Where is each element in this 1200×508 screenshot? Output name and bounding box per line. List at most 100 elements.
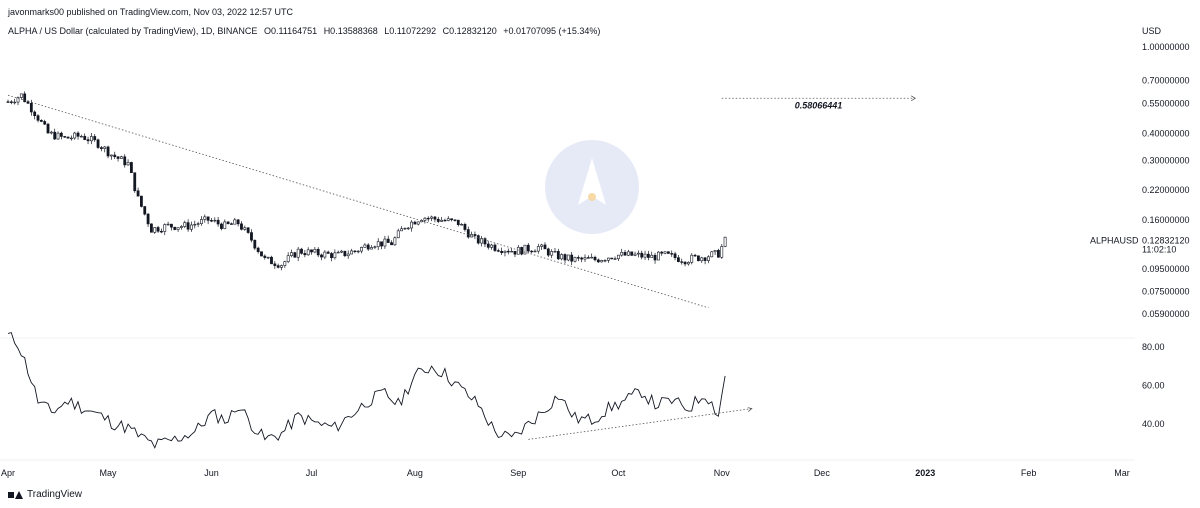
price-candle <box>183 220 187 229</box>
price-candle <box>456 219 460 227</box>
trend-arrow-icon <box>747 407 753 412</box>
time-tick-label: Mar <box>1114 468 1130 478</box>
price-candle <box>306 247 310 256</box>
price-candle <box>410 220 413 232</box>
price-candle <box>653 252 657 264</box>
price-candle <box>253 239 257 250</box>
price-candle <box>440 217 443 222</box>
price-candle <box>383 235 387 249</box>
price-candle <box>630 251 634 256</box>
price-candle <box>180 225 183 230</box>
price-candle <box>320 253 323 261</box>
price-candle <box>416 221 420 226</box>
price-candle <box>86 136 90 145</box>
price-candle <box>160 228 163 234</box>
price-candle <box>530 250 534 254</box>
price-candle <box>593 255 597 262</box>
time-tick-label: May <box>100 468 118 478</box>
price-candle <box>486 241 490 250</box>
price-candle <box>310 249 313 255</box>
price-candle <box>223 219 227 230</box>
time-tick-label: Feb <box>1021 468 1037 478</box>
price-candle <box>583 254 587 262</box>
price-candle <box>133 172 137 193</box>
price-candle <box>633 251 637 257</box>
price-candle <box>230 222 233 225</box>
price-candle <box>516 244 520 255</box>
time-tick-label: Jul <box>306 468 318 478</box>
price-candle <box>466 226 470 239</box>
price-tick-label: 0.30000000 <box>1142 156 1190 166</box>
price-candle <box>717 248 720 258</box>
price-candle <box>683 261 687 267</box>
price-candle <box>220 222 223 231</box>
price-candle <box>556 248 560 261</box>
price-candle <box>626 249 630 257</box>
price-candle <box>350 248 353 255</box>
tradingview-footer: TradingView <box>8 489 82 500</box>
price-candle <box>573 256 577 263</box>
price-candle <box>126 159 130 166</box>
price-candle <box>89 133 93 145</box>
price-candle <box>423 217 427 224</box>
price-candle <box>636 250 640 258</box>
price-candle <box>643 250 647 260</box>
price-candle <box>443 218 447 222</box>
price-candle <box>523 244 527 255</box>
price-axis[interactable]: 1.00000000 0.70000000 0.55000000 0.40000000… <box>1142 42 1190 319</box>
price-candle <box>596 258 600 263</box>
time-tick-label: Apr <box>1 468 15 478</box>
price-candle <box>380 241 383 250</box>
price-candle <box>33 110 37 120</box>
price-candle <box>513 250 517 258</box>
price-candle <box>213 217 217 223</box>
price-candle <box>373 245 377 250</box>
publisher-line: javonmarks00 published on TradingView.co… <box>8 7 293 17</box>
time-axis[interactable]: Apr May Jun Jul Aug Sep Oct Nov Dec 2023 Feb Mar <box>1 468 1130 478</box>
price-candle <box>69 135 73 141</box>
price-candle <box>13 98 17 105</box>
currency-label: USD <box>1142 26 1162 36</box>
price-tick-label: 0.16000000 <box>1142 215 1190 225</box>
downtrend-line[interactable] <box>7 94 709 309</box>
price-candle <box>613 256 617 260</box>
price-candle <box>506 248 510 255</box>
price-candle <box>353 250 357 254</box>
price-candle <box>203 214 207 223</box>
price-candle <box>666 251 670 254</box>
price-candle <box>640 250 644 260</box>
price-candle <box>483 237 487 248</box>
price-candle <box>400 226 403 232</box>
price-candle <box>243 225 247 231</box>
oscillator-axis[interactable]: 80.00 60.00 40.00 <box>1142 342 1165 429</box>
price-candle <box>610 257 614 260</box>
price-candle <box>39 119 43 123</box>
target-price-label: 0.58066441 <box>795 100 843 110</box>
price-candle <box>313 247 317 254</box>
price-candle <box>99 146 103 152</box>
price-candle <box>707 255 710 264</box>
oscillator-trend-line[interactable] <box>528 408 752 440</box>
price-candle <box>703 256 707 265</box>
oscillator-tick-label: 60.00 <box>1142 381 1165 391</box>
price-tick-label: 0.05900000 <box>1142 309 1190 319</box>
tradingview-logo-icon <box>8 490 23 500</box>
countdown-label: 11:02:10 <box>1142 245 1176 255</box>
price-candle <box>490 243 494 250</box>
high-value: H0.13588368 <box>323 26 378 36</box>
price-candle <box>690 253 694 265</box>
price-candle <box>606 257 610 263</box>
price-candle <box>176 227 180 232</box>
price-candle <box>697 255 700 262</box>
price-candle <box>693 253 697 257</box>
price-candle <box>46 122 50 134</box>
price-candle <box>273 261 277 269</box>
price-candle <box>563 253 567 264</box>
price-candle <box>543 242 547 250</box>
price-candle <box>710 250 714 258</box>
price-candle <box>473 231 477 240</box>
price-candle <box>36 114 40 123</box>
oscillator-series <box>7 332 753 449</box>
price-candle <box>43 119 47 126</box>
